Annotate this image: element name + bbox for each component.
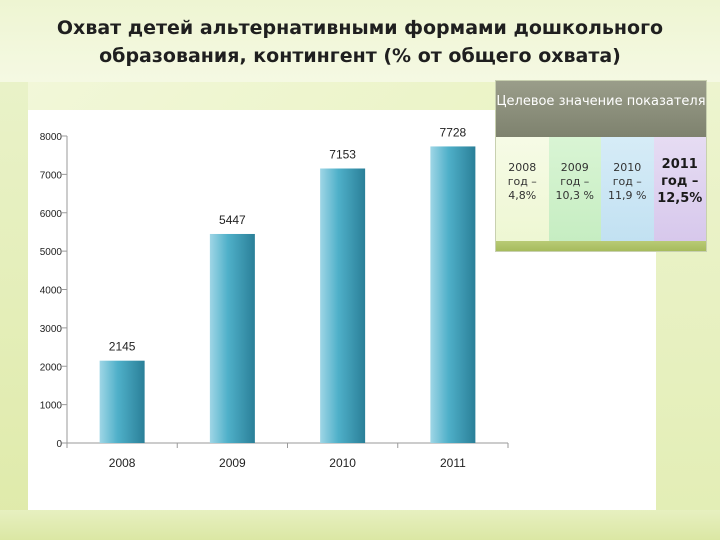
y-tick-label: 6000 xyxy=(40,209,63,220)
x-tick-label-2011: 2011 xyxy=(440,456,466,470)
y-tick-label: 2000 xyxy=(40,362,63,373)
bar-2009 xyxy=(209,233,255,443)
data-label-2009: 5447 xyxy=(219,213,246,227)
y-tick-label: 4000 xyxy=(40,286,63,297)
target-value-cells: 2008 год – 4,8% 2009 год – 10,3 % 2010 г… xyxy=(496,137,706,241)
y-tick-label: 0 xyxy=(56,439,62,450)
data-label-2008: 2145 xyxy=(109,340,136,354)
title-band xyxy=(0,0,720,82)
target-cell-2010: 2010 год – 11,9 % xyxy=(601,137,654,241)
bottom-decoration xyxy=(0,510,720,540)
y-tick-label: 7000 xyxy=(40,170,63,181)
y-tick-label: 8000 xyxy=(40,132,63,143)
bar-2010 xyxy=(320,168,366,443)
y-tick-label: 1000 xyxy=(40,401,63,412)
x-tick-label-2008: 2008 xyxy=(109,456,136,470)
target-cell-2009: 2009 год – 10,3 % xyxy=(548,137,601,241)
target-cell-2011: 2011 год – 12,5% xyxy=(653,137,706,241)
target-cell-2008: 2008 год – 4,8% xyxy=(496,137,549,241)
left-decoration xyxy=(0,82,28,540)
x-tick-label-2010: 2010 xyxy=(329,456,356,470)
data-label-2011: 7728 xyxy=(440,125,467,139)
y-tick-label: 3000 xyxy=(40,324,63,335)
y-tick-label: 5000 xyxy=(40,247,63,258)
x-tick-label-2009: 2009 xyxy=(219,456,246,470)
slide-title: Охват детей альтернативными формами дошк… xyxy=(56,17,664,67)
target-value-box: Целевое значение показателя 2008 год – 4… xyxy=(495,80,707,252)
bar-2011 xyxy=(430,146,476,444)
bar-2008 xyxy=(99,360,145,443)
target-value-footer xyxy=(496,241,706,251)
target-value-header: Целевое значение показателя xyxy=(496,81,706,137)
data-label-2010: 7153 xyxy=(329,148,356,162)
